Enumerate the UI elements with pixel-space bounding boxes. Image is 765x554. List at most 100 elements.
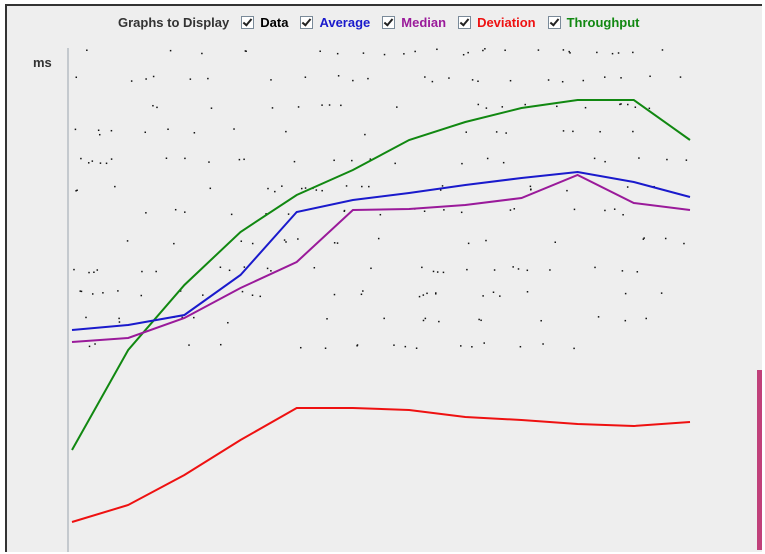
sample-dot [435,293,437,295]
sample-dot [96,269,99,271]
legend-label[interactable]: Throughput [566,14,640,30]
sample-dot [321,189,323,192]
legend-label[interactable]: Average [319,14,371,30]
legend-title: Graphs to Display [118,14,230,30]
sample-dot [259,295,262,298]
sample-dot [299,346,302,349]
sample-dot [569,52,571,54]
sample-dot [145,212,147,214]
checkbox[interactable] [458,15,472,29]
sample-dot [477,80,479,83]
sample-dot [362,52,365,54]
sample-dot [645,317,647,320]
sample-dot [422,319,425,322]
sample-dot [304,187,307,189]
sample-dot [484,48,486,50]
sample-dot [337,75,340,77]
sample-dot [207,77,209,80]
sample-dot [436,271,439,273]
legend-label[interactable]: Data [260,14,289,30]
sample-dot [345,185,348,187]
sample-dot [188,344,190,346]
sample-dot [274,190,276,193]
sample-dot [88,271,90,274]
sample-dot [593,157,596,160]
sample-dot [435,292,437,294]
sample-dot [619,103,621,106]
sample-dot [436,48,438,51]
sample-dot [114,185,116,188]
sample-dot [105,162,108,165]
sample-dot [87,162,90,164]
sample-dot [617,52,620,54]
sample-dot [486,157,489,160]
sample-dot [152,104,154,107]
sample-dot [336,52,339,55]
sample-dot [485,107,488,109]
checkbox[interactable] [382,15,396,29]
sample-dot [362,290,364,292]
sample-dot [526,269,529,272]
sample-dot [271,107,274,109]
sample-dot [383,317,385,320]
sample-dot [493,269,496,271]
sample-dot [227,321,229,324]
sample-dot [94,343,96,345]
sample-dot [367,77,369,80]
sample-dot [281,185,283,187]
sample-dot [526,291,529,293]
sample-dot [403,53,405,55]
legend-label[interactable]: Median [401,14,447,30]
sample-dot [626,186,629,188]
sample-dot [537,49,540,51]
checkbox[interactable] [300,15,314,29]
sample-dot [324,347,327,349]
sample-dot [648,107,651,110]
legend-label[interactable]: Deviation [477,14,536,30]
checkbox[interactable] [547,15,561,29]
sample-dot [364,133,366,136]
sample-dot [287,213,290,215]
sample-dot [240,240,243,242]
sample-dot [620,77,622,79]
sample-dot [502,161,505,164]
sample-dot [566,189,568,192]
sample-dot [439,189,442,191]
sample-dot [422,294,425,296]
sample-dot [141,270,143,273]
sample-dot [340,104,342,107]
sample-dot [634,106,637,108]
sample-dot [604,160,606,163]
sample-dot [604,209,606,212]
series-line [71,173,691,343]
legend: Graphs to Display Data Average Median Devia… [118,12,640,32]
sample-dot [73,268,75,271]
sample-dot [326,318,328,320]
sample-dot [145,78,147,80]
sample-dot [426,292,428,295]
sample-dot [572,130,574,133]
sample-dot [184,157,186,160]
sample-dot [369,158,372,160]
sample-dot [241,290,244,293]
checkbox[interactable] [241,15,255,29]
sample-dot [321,104,323,106]
sample-dot [313,266,316,269]
sample-dot [649,75,651,78]
series-line [71,99,691,451]
sample-dot [613,208,616,210]
sample-dot [251,294,254,296]
sample-dot [471,79,474,81]
sample-dot [482,49,484,52]
sample-dot [460,211,463,214]
sample-dot [499,295,501,297]
sample-dot [467,242,470,245]
sample-dot [193,316,195,319]
sample-dot [75,76,78,79]
sample-dot [584,106,587,109]
sample-dot [110,129,113,132]
y-axis-label: ms [33,55,52,70]
sample-dot [219,343,222,346]
sample-dot [661,49,664,51]
sample-dot [549,269,551,271]
